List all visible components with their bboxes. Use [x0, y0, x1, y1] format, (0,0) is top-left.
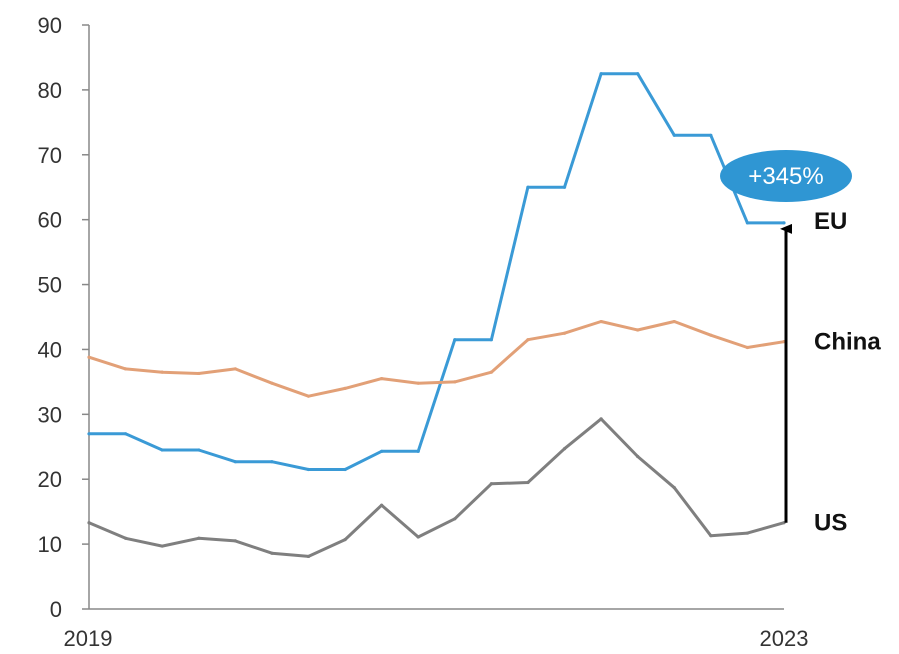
data-point-eu	[306, 467, 311, 472]
data-point-china	[270, 381, 274, 385]
data-point-eu	[453, 338, 457, 342]
growth-badge	[720, 150, 852, 202]
data-point-china	[123, 367, 128, 371]
data-point-us	[160, 544, 164, 548]
y-tick-label: 80	[38, 78, 62, 103]
data-point-us	[343, 537, 347, 542]
series-label-us: US	[814, 510, 847, 537]
axes	[82, 24, 784, 610]
data-point-eu	[782, 221, 786, 225]
series-label-eu: EU	[814, 208, 847, 235]
series-label-china: China	[814, 329, 881, 356]
data-point-eu	[416, 449, 420, 453]
y-tick-label: 20	[38, 467, 62, 492]
data-point-china	[709, 333, 713, 337]
x-tick-labels: 2019 2023	[64, 626, 809, 651]
data-point-us	[709, 534, 713, 538]
data-point-china	[160, 370, 164, 374]
growth-annotation: +345%	[720, 150, 852, 523]
series-labels: EU China US	[814, 208, 881, 537]
data-point-us	[123, 536, 128, 540]
data-point-china	[636, 328, 640, 332]
y-tick-label: 90	[38, 13, 62, 38]
y-tick-label: 60	[38, 208, 62, 233]
x-tick-label-start: 2019	[64, 626, 113, 651]
data-point-us	[306, 554, 311, 559]
data-point-china	[745, 345, 750, 350]
data-point-us	[380, 503, 384, 507]
data-point-us	[599, 417, 603, 421]
series-lines	[88, 72, 785, 558]
series-line-china	[88, 320, 785, 398]
data-point-us	[745, 531, 750, 535]
data-point-eu	[672, 133, 676, 137]
y-tick-labels: 0 10 20 30 40 50 60 70 80 90	[38, 13, 62, 622]
data-point-china	[343, 386, 347, 390]
data-point-china	[672, 319, 676, 324]
data-point-eu	[636, 72, 640, 76]
data-point-china	[453, 380, 457, 384]
data-point-china	[489, 370, 493, 374]
data-point-eu	[123, 432, 128, 436]
y-tick-label: 40	[38, 337, 62, 362]
data-point-us	[562, 447, 567, 451]
data-point-china	[416, 381, 420, 385]
data-point-us	[416, 535, 420, 539]
data-point-eu	[380, 449, 384, 453]
data-point-china	[380, 377, 384, 381]
data-point-eu	[489, 338, 493, 342]
data-point-china	[87, 355, 91, 359]
data-point-eu	[745, 221, 750, 225]
y-tick-label: 50	[38, 273, 62, 298]
data-point-us	[636, 454, 640, 459]
y-tick-label: 30	[38, 402, 62, 427]
data-point-china	[562, 331, 567, 335]
data-point-us	[672, 486, 676, 490]
data-point-us	[453, 517, 457, 521]
data-point-eu	[526, 185, 530, 189]
data-point-eu	[599, 72, 603, 76]
data-point-china	[599, 319, 603, 324]
data-point-china	[233, 367, 237, 371]
series-line-us	[88, 417, 785, 558]
growth-badge-text: +345%	[748, 163, 823, 190]
data-point-china	[197, 371, 201, 376]
y-tick-label: 10	[38, 532, 62, 557]
x-tick-label-end: 2023	[760, 626, 809, 651]
data-point-us	[270, 551, 274, 555]
y-tick-label: 70	[38, 143, 62, 168]
data-point-china	[306, 394, 311, 398]
data-point-china	[526, 338, 530, 342]
data-point-eu	[233, 460, 237, 464]
data-point-us	[87, 521, 91, 525]
data-point-us	[526, 480, 530, 485]
data-point-us	[489, 482, 493, 486]
series-line-eu	[89, 72, 784, 471]
data-point-eu	[197, 448, 201, 452]
data-point-eu	[160, 448, 164, 452]
data-point-eu	[270, 460, 274, 464]
data-point-eu	[343, 467, 347, 472]
data-point-eu	[709, 133, 713, 137]
data-point-eu	[87, 432, 91, 436]
data-point-eu	[562, 185, 567, 189]
data-point-us	[233, 539, 237, 543]
data-point-us	[197, 536, 201, 540]
series-points	[87, 72, 786, 559]
y-tick-label: 0	[50, 597, 62, 622]
